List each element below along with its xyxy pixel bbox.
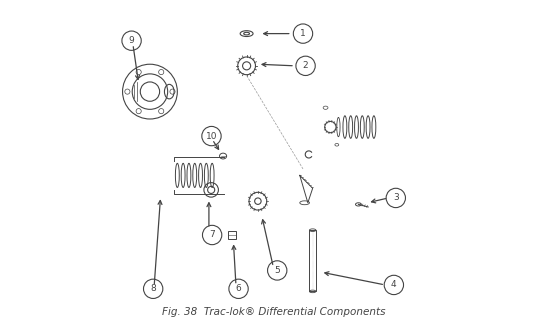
Text: 4: 4 — [391, 280, 397, 290]
Text: 1: 1 — [300, 29, 306, 38]
Text: 7: 7 — [209, 230, 215, 240]
Text: 9: 9 — [129, 36, 134, 45]
Text: 5: 5 — [275, 266, 280, 275]
Text: 6: 6 — [236, 284, 242, 293]
Text: 3: 3 — [393, 193, 399, 202]
Text: 2: 2 — [302, 61, 309, 70]
Bar — [310, 230, 316, 292]
Bar — [229, 231, 236, 239]
Text: 8: 8 — [150, 284, 156, 293]
Text: Fig. 38  Trac-lok® Differential Components: Fig. 38 Trac-lok® Differential Component… — [162, 307, 386, 317]
Text: 10: 10 — [206, 132, 217, 141]
